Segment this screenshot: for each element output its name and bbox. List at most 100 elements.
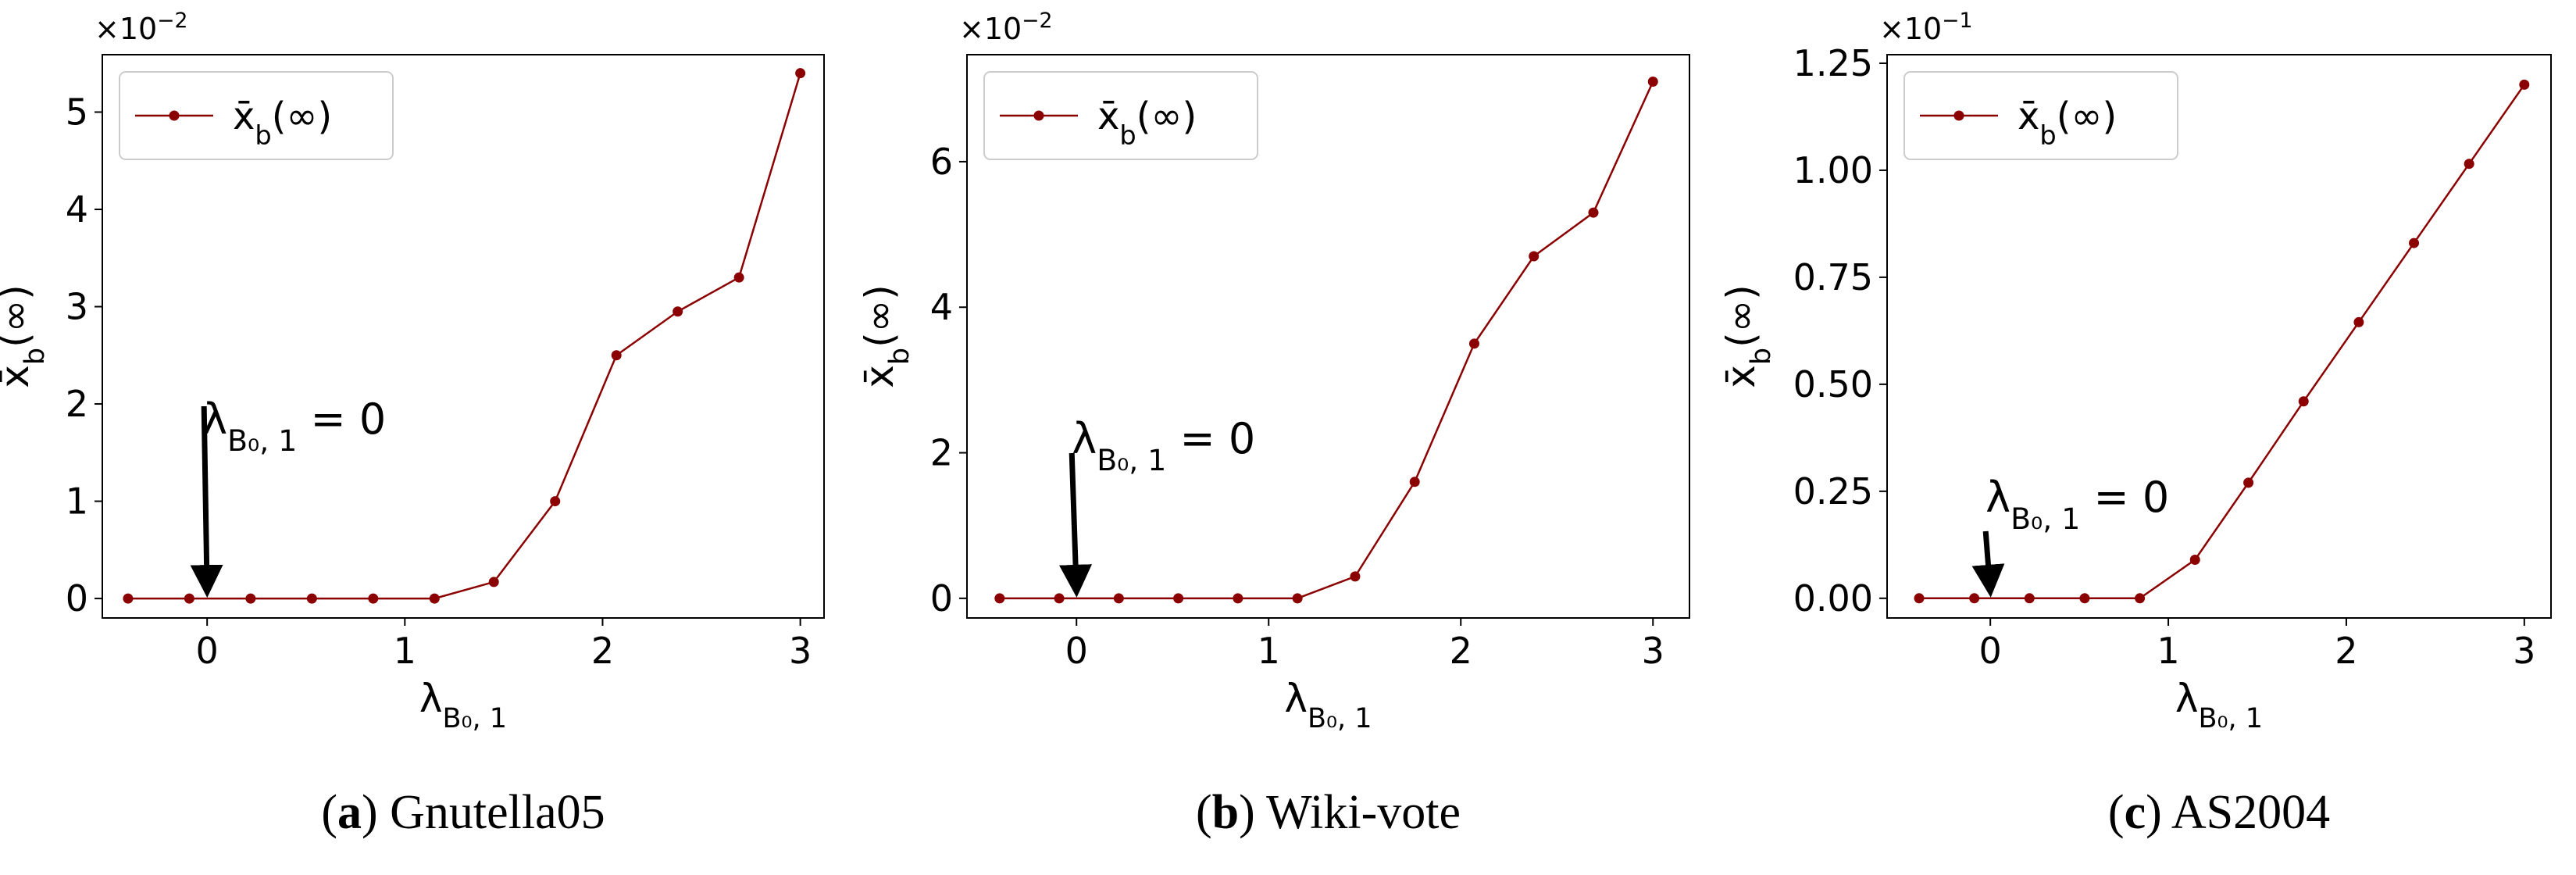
x-axis-label: λB₀, 1	[1284, 676, 1372, 734]
x-axis-label: λB₀, 1	[2175, 676, 2263, 734]
annotation-part: λ	[1986, 473, 2010, 522]
caption: (a) Gnutella05	[321, 786, 605, 839]
y-axis-label-part: b	[884, 348, 915, 365]
y-tick-label: 2	[930, 432, 953, 474]
data-point	[1969, 593, 1980, 604]
legend-label-part: b	[255, 120, 271, 151]
plot-frame	[102, 54, 825, 619]
legend-label: x̄b(∞)	[2018, 95, 2117, 151]
offset-text: ×10−1	[1879, 9, 1972, 47]
offset-text-part: −2	[1022, 9, 1052, 33]
series-line	[1919, 84, 2525, 600]
annotation-part: λ	[1072, 414, 1097, 463]
data-point	[123, 593, 134, 604]
annotation: λB₀, 1 = 0	[1986, 473, 2169, 536]
x-tick-label: 0	[196, 630, 219, 672]
annotation-part: B₀, 1	[2010, 502, 2080, 536]
caption-part: (	[2108, 786, 2125, 839]
x-axis-label-part: λ	[1284, 676, 1308, 721]
data-point	[245, 593, 256, 604]
y-tick-label: 1.00	[1793, 149, 1873, 191]
legend-box	[983, 71, 1258, 160]
offset-text-part: −1	[1942, 9, 1972, 33]
legend-marker	[1953, 110, 1964, 121]
y-axis-label-part: x̄	[857, 365, 902, 388]
x-axis-label: λB₀, 1	[419, 676, 507, 734]
legend-box	[1903, 71, 2178, 160]
y-tick-label: 0.75	[1793, 256, 1873, 298]
y-tick-label: 4	[66, 188, 88, 230]
y-tick-label: 1.25	[1793, 42, 1873, 84]
legend-marker	[1033, 110, 1044, 121]
data-point	[2079, 593, 2090, 604]
legend-label-part: (∞)	[2057, 95, 2117, 138]
data-point	[1350, 571, 1361, 582]
y-axis-label: x̄b(∞)	[0, 284, 51, 388]
x-axis-label-part: B₀, 1	[2199, 703, 2264, 734]
data-point	[306, 593, 317, 604]
y-axis-label-part: (∞)	[0, 284, 37, 348]
data-point	[1173, 593, 1184, 604]
legend-box	[119, 71, 394, 160]
legend-label-part: x̄	[1097, 95, 1119, 138]
annotation: λB₀, 1 = 0	[1072, 414, 1255, 477]
y-tick-label: 2	[66, 383, 88, 425]
data-point	[1054, 593, 1065, 604]
x-tick-label: 2	[1450, 630, 1472, 672]
annotation-part: = 0	[2080, 473, 2169, 522]
x-tick-label: 3	[2513, 630, 2535, 672]
y-tick-label: 5	[66, 91, 88, 133]
data-point	[2464, 159, 2474, 170]
data-point	[2243, 477, 2254, 488]
legend-label: x̄b(∞)	[233, 95, 332, 151]
data-point	[673, 306, 683, 317]
legend-label-part: b	[2039, 120, 2056, 151]
annotation-arrow	[1059, 452, 1093, 598]
data-point	[1292, 593, 1303, 604]
legend-label-part: (∞)	[1136, 95, 1197, 138]
caption-part: a	[337, 786, 362, 839]
plot-frame	[1886, 54, 2552, 619]
legend-label: x̄b(∞)	[1097, 95, 1197, 151]
y-tick-label: 6	[930, 141, 953, 183]
caption-part: ) Gnutella05	[362, 786, 605, 839]
data-point	[2189, 554, 2200, 565]
y-tick-label: 4	[930, 286, 953, 328]
offset-text-part: ×10	[1879, 12, 1942, 46]
y-axis-label-part: b	[1746, 348, 1777, 365]
offset-text-part: ×10	[95, 12, 157, 46]
x-axis-label-part: B₀, 1	[1308, 703, 1372, 734]
y-tick-label: 3	[66, 286, 88, 328]
data-point	[1468, 338, 1479, 349]
x-tick-label: 1	[2157, 630, 2179, 672]
y-axis-label-part: (∞)	[1718, 284, 1764, 348]
data-point	[795, 68, 806, 79]
x-tick-label: 3	[789, 630, 812, 672]
annotation-part: B₀, 1	[1097, 443, 1166, 477]
y-axis-label-part: (∞)	[857, 284, 902, 348]
caption-part: ) AS2004	[2146, 786, 2330, 839]
data-point	[611, 350, 622, 361]
x-tick-label: 0	[1065, 630, 1088, 672]
data-point	[1113, 593, 1124, 604]
x-tick-label: 2	[2335, 630, 2357, 672]
annotation-arrow	[190, 405, 223, 598]
annotation: λB₀, 1 = 0	[202, 395, 386, 458]
x-axis-label-part: λ	[2175, 676, 2199, 721]
legend-label-part: b	[1119, 120, 1136, 151]
data-point	[488, 577, 499, 588]
offset-text: ×10−2	[959, 9, 1052, 47]
legend-label-part: (∞)	[272, 95, 332, 138]
caption-part: c	[2125, 786, 2146, 839]
data-point	[733, 272, 744, 283]
annotation-arrow	[1971, 530, 2005, 598]
data-point	[1914, 593, 1925, 604]
caption-part: b	[1212, 786, 1239, 839]
data-point	[2353, 316, 2364, 327]
series-line	[127, 73, 801, 600]
x-tick-label: 1	[1258, 630, 1280, 672]
x-tick-label: 1	[394, 630, 416, 672]
plot-frame	[966, 54, 1690, 619]
x-axis-label-part: B₀, 1	[443, 703, 508, 734]
